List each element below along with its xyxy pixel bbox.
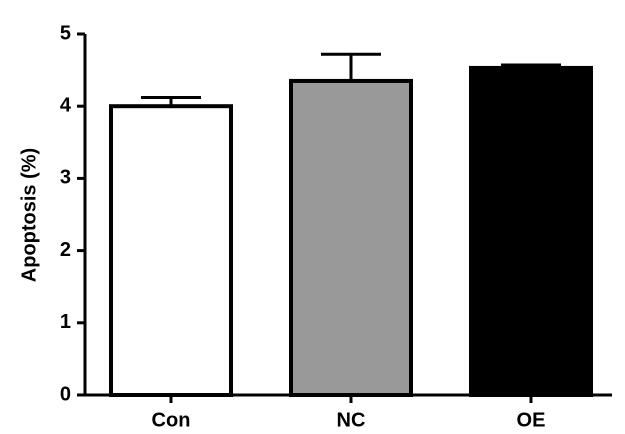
y-tick-label: 5 <box>60 22 71 44</box>
y-tick-label: 0 <box>60 383 71 405</box>
y-axis-label: Apoptosis (%) <box>18 148 40 282</box>
x-tick-label: OE <box>517 409 546 431</box>
bar <box>109 104 233 397</box>
x-tick-label: Con <box>152 409 191 431</box>
y-tick-label: 4 <box>60 94 72 116</box>
bar <box>289 78 413 398</box>
x-tick-label: NC <box>337 409 366 431</box>
y-tick-label: 1 <box>60 311 71 333</box>
bar <box>469 65 593 398</box>
y-tick-label: 2 <box>60 239 71 261</box>
y-tick-label: 3 <box>60 167 71 189</box>
